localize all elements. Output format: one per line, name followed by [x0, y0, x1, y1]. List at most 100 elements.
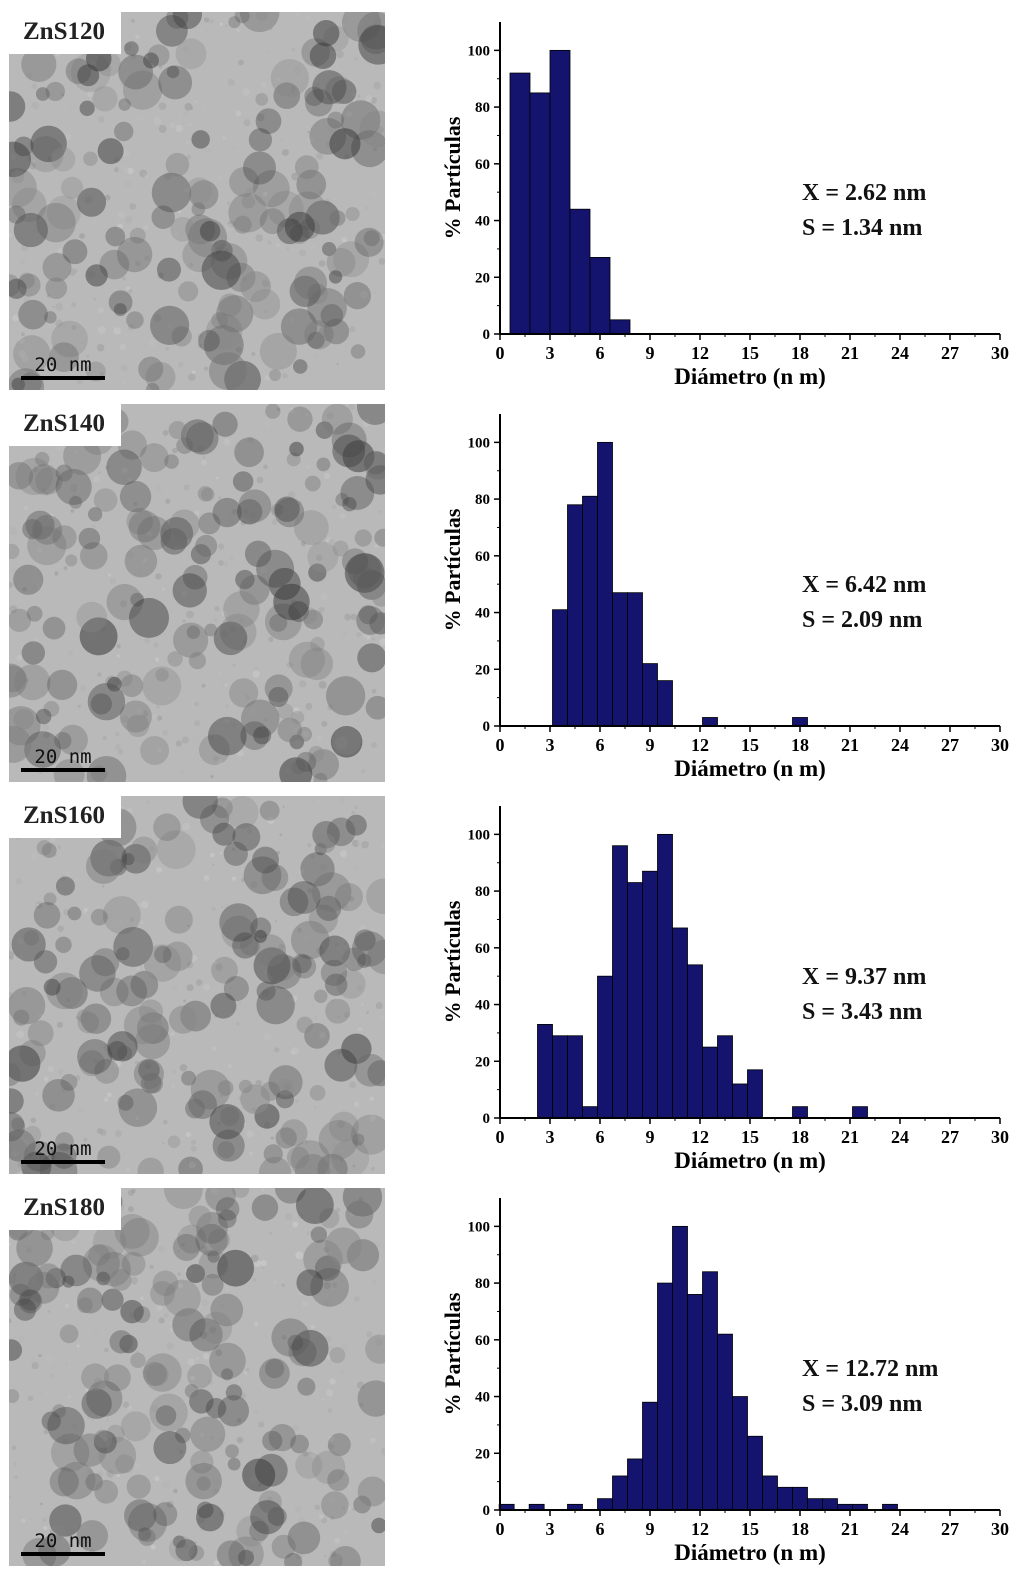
nanoparticle-shape [33, 950, 58, 974]
texture-speck [44, 1508, 52, 1516]
nanoparticle-shape [259, 1358, 290, 1389]
texture-speck [369, 714, 372, 717]
x-tick-label: 24 [891, 735, 909, 755]
texture-speck [121, 467, 128, 474]
nanoparticle-shape [92, 1225, 127, 1259]
texture-speck [322, 1166, 327, 1172]
nanoparticle-shape [41, 843, 57, 858]
texture-speck [125, 1166, 131, 1172]
nanoparticle-shape [196, 1501, 214, 1519]
nanoparticle-shape [166, 12, 189, 29]
texture-speck [218, 1126, 226, 1134]
nanoparticle-shape [232, 823, 261, 852]
texture-speck [211, 906, 216, 911]
nanoparticle-shape [77, 64, 100, 87]
nanoparticle-shape [85, 849, 121, 884]
texture-speck [155, 573, 162, 580]
nanoparticle-shape [228, 16, 241, 29]
texture-speck [96, 1470, 104, 1478]
texture-speck [291, 47, 296, 52]
texture-speck [17, 1334, 26, 1342]
texture-speck [223, 438, 231, 446]
nanoparticle-shape [124, 41, 139, 56]
texture-speck [381, 843, 385, 848]
nanoparticle-shape [209, 1104, 245, 1140]
nanoparticle-shape [44, 311, 57, 324]
texture-speck [114, 731, 120, 737]
texture-speck [285, 656, 289, 660]
nanoparticle-shape [307, 331, 325, 349]
nanoparticle-shape [220, 1106, 240, 1126]
texture-speck [149, 961, 154, 965]
texture-speck [96, 1127, 103, 1135]
texture-speck [118, 749, 124, 755]
nanoparticle-shape [273, 583, 310, 621]
texture-speck [309, 1451, 318, 1459]
nanoparticle-shape [13, 1298, 37, 1321]
nanoparticle-shape [162, 941, 193, 972]
nanoparticle-shape [91, 948, 120, 977]
nanoparticle-shape [27, 1020, 54, 1047]
texture-speck [75, 53, 83, 61]
nanoparticle-shape [265, 404, 281, 419]
x-tick-label: 24 [891, 1519, 909, 1539]
nanoparticle-shape [129, 597, 170, 638]
texture-speck [39, 771, 42, 775]
nanoparticle-shape [182, 564, 208, 590]
statistics-annotation: X = 12.72 nm [802, 1356, 938, 1382]
texture-speck [120, 600, 128, 608]
nanoparticle-shape [106, 583, 143, 621]
texture-speck [133, 1462, 141, 1470]
texture-speck [68, 268, 76, 276]
nanoparticle-shape [234, 437, 264, 468]
texture-speck [309, 1529, 315, 1535]
nanoparticle-shape [86, 756, 127, 782]
texture-speck [324, 1300, 331, 1306]
texture-speck [374, 291, 377, 294]
texture-speck [134, 34, 140, 40]
scale-bar-line [21, 376, 105, 380]
texture-speck [113, 167, 120, 173]
texture-speck [342, 1468, 349, 1476]
x-tick-label: 21 [841, 735, 859, 755]
histogram-bar [627, 592, 643, 727]
nanoparticle-shape [168, 1005, 198, 1034]
nanoparticle-shape [106, 449, 142, 485]
texture-speck [113, 156, 120, 163]
nanoparticle-shape [80, 1003, 112, 1034]
nanoparticle-shape [312, 70, 347, 105]
texture-speck [292, 1424, 299, 1432]
nanoparticle-shape [256, 549, 295, 588]
nanoparticle-shape [47, 669, 78, 700]
texture-speck [203, 875, 210, 881]
texture-speck [144, 1062, 152, 1070]
nanoparticle-shape [284, 211, 315, 242]
nanoparticle-shape [55, 977, 88, 1009]
statistics-annotation: X = 6.42 nm [802, 572, 926, 598]
texture-speck [86, 1255, 91, 1261]
texture-speck [226, 1289, 229, 1292]
nanoparticle-shape [9, 1045, 41, 1082]
nanoparticle-shape [9, 1389, 20, 1404]
texture-speck [340, 1342, 348, 1351]
nanoparticle-shape [76, 1520, 109, 1552]
nanoparticle-shape [13, 564, 44, 595]
texture-speck [306, 1191, 313, 1198]
texture-speck [183, 47, 189, 53]
texture-speck [76, 1344, 80, 1348]
texture-speck [190, 1139, 197, 1146]
texture-speck [203, 17, 210, 23]
nanoparticle-shape [216, 1540, 246, 1566]
nanoparticle-shape [256, 985, 295, 1025]
texture-speck [150, 1544, 156, 1550]
texture-speck [320, 593, 328, 601]
texture-speck [62, 483, 66, 487]
texture-speck [122, 1401, 130, 1408]
texture-speck [143, 558, 147, 563]
scale-bar-label: 20 nm [34, 354, 92, 376]
texture-speck [12, 314, 19, 322]
texture-speck [334, 1538, 340, 1544]
x-tick-label: 30 [991, 343, 1009, 363]
texture-speck [56, 444, 63, 452]
texture-speck [361, 769, 366, 774]
